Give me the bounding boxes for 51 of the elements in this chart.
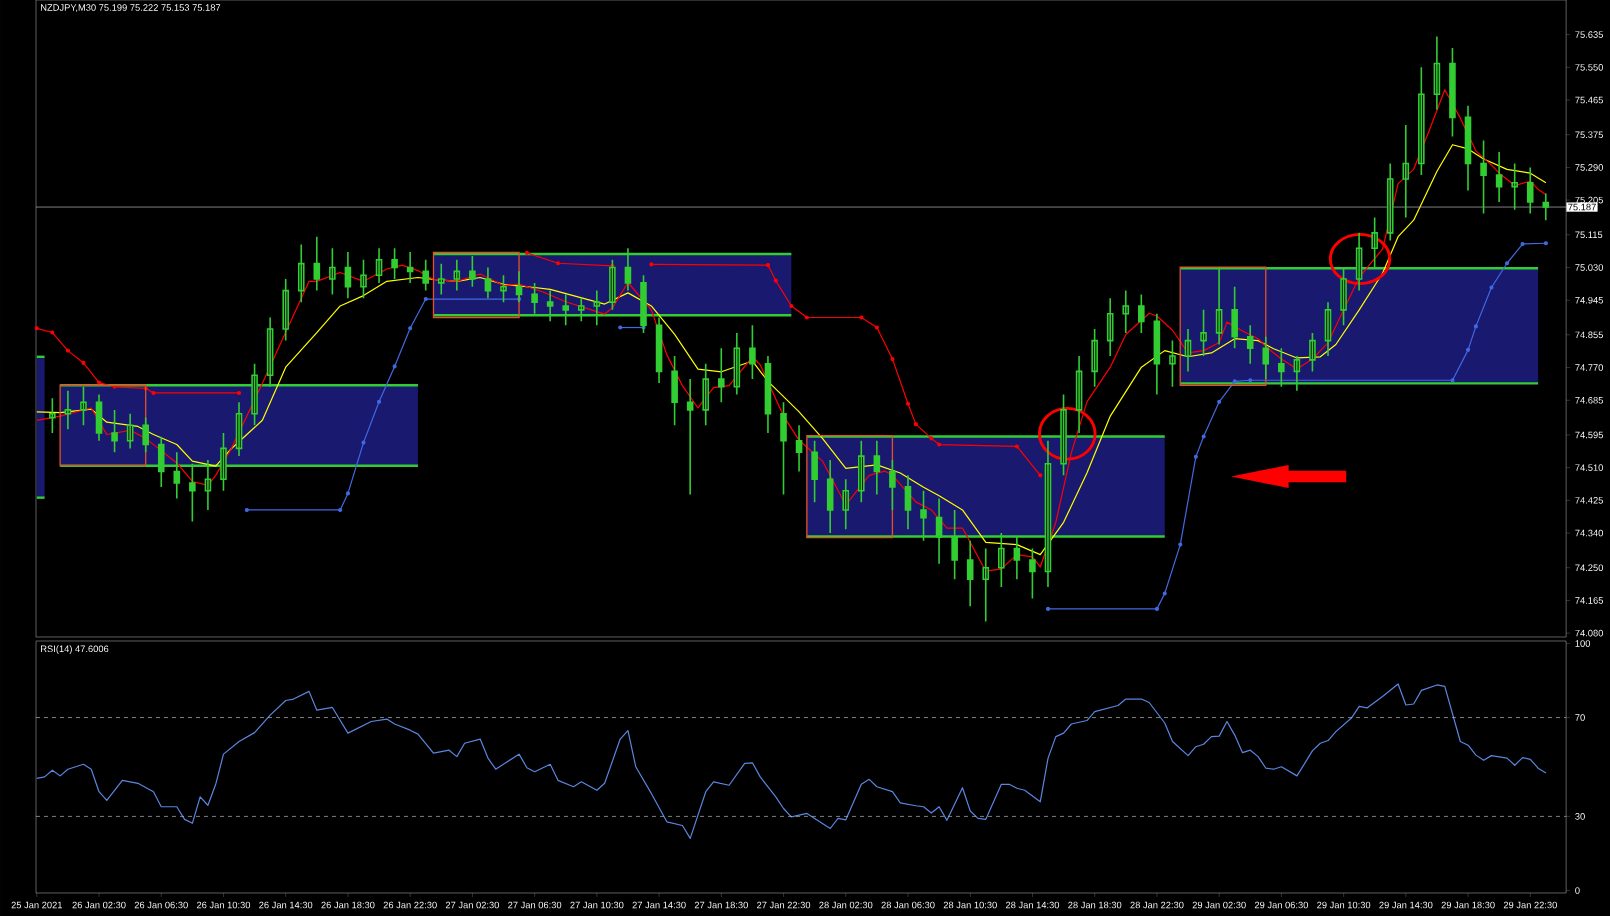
y-tick-label: 74.945 bbox=[1575, 296, 1603, 304]
x-tick-label: 25 Jan 2021 bbox=[11, 901, 62, 909]
x-tick-label: 27 Jan 02:30 bbox=[445, 901, 500, 909]
y-tick-label: 75.550 bbox=[1575, 64, 1604, 71]
x-tick-label: 28 Jan 06:30 bbox=[881, 901, 935, 909]
y-tick-label: 74.250 bbox=[1575, 564, 1604, 571]
x-tick-label: 26 Jan 14:30 bbox=[259, 901, 313, 909]
x-tick-label: 26 Jan 06:30 bbox=[134, 901, 188, 909]
y-tick-label: 74.770 bbox=[1575, 364, 1604, 371]
x-tick-label: 28 Jan 10:30 bbox=[943, 901, 997, 909]
x-tick-label: 29 Jan 18:30 bbox=[1441, 901, 1495, 909]
y-tick-label: 74.510 bbox=[1575, 464, 1604, 471]
x-tick-label: 29 Jan 10:30 bbox=[1317, 901, 1371, 909]
y-tick-label: 74.425 bbox=[1575, 497, 1603, 504]
x-tick-label: 26 Jan 22:30 bbox=[383, 901, 437, 909]
x-tick-label: 28 Jan 22:30 bbox=[1130, 901, 1184, 909]
y-tick-label: 100 bbox=[1575, 640, 1591, 647]
y-tick-label: 75.635 bbox=[1575, 31, 1603, 38]
x-tick-label: 29 Jan 02:30 bbox=[1192, 901, 1246, 909]
y-tick-label: 75.465 bbox=[1575, 96, 1603, 104]
y-tick-label: 75.030 bbox=[1575, 264, 1604, 271]
y-tick-label: 0 bbox=[1575, 887, 1580, 894]
y-tick-label: 74.595 bbox=[1575, 431, 1603, 439]
x-tick-label: 26 Jan 18:30 bbox=[321, 901, 375, 909]
chart-title: RSI(14) 47.6006 bbox=[41, 645, 109, 654]
y-tick-label: 70 bbox=[1575, 714, 1585, 721]
x-tick-label: 27 Jan 22:30 bbox=[757, 901, 811, 909]
x-tick-label: 28 Jan 14:30 bbox=[1005, 901, 1060, 909]
x-tick-label: 27 Jan 06:30 bbox=[508, 901, 562, 909]
y-tick-label: 75.290 bbox=[1575, 164, 1604, 171]
x-tick-label: 27 Jan 18:30 bbox=[694, 901, 748, 909]
y-tick-label: 75.375 bbox=[1575, 131, 1603, 138]
x-tick-label: 28 Jan 18:30 bbox=[1068, 901, 1122, 909]
y-tick-label: 74.855 bbox=[1575, 331, 1603, 339]
y-tick-label: 75.205 bbox=[1575, 196, 1603, 204]
y-tick-label: 74.340 bbox=[1575, 529, 1604, 537]
y-tick-label: 75.115 bbox=[1575, 231, 1603, 239]
y-tick-label: 30 bbox=[1575, 813, 1585, 820]
x-tick-label: 28 Jan 02:30 bbox=[819, 901, 873, 909]
x-tick-label: 26 Jan 10:30 bbox=[196, 901, 251, 909]
chart-title: NZDJPY,M30 75.199 75.222 75.153 75.187 bbox=[41, 4, 221, 12]
y-tick-label: 74.080 bbox=[1575, 629, 1604, 637]
x-tick-label: 27 Jan 10:30 bbox=[570, 901, 624, 909]
x-tick-label: 29 Jan 06:30 bbox=[1254, 901, 1309, 909]
y-tick-label: 74.165 bbox=[1575, 597, 1603, 604]
y-tick-label: 74.685 bbox=[1575, 396, 1603, 404]
ref-line-label: 75.187 bbox=[1568, 203, 1596, 211]
x-tick-label: 29 Jan 14:30 bbox=[1379, 901, 1433, 909]
x-tick-label: 29 Jan 22:30 bbox=[1503, 901, 1557, 909]
x-tick-label: 26 Jan 02:30 bbox=[72, 901, 126, 909]
x-tick-label: 27 Jan 14:30 bbox=[632, 901, 686, 909]
